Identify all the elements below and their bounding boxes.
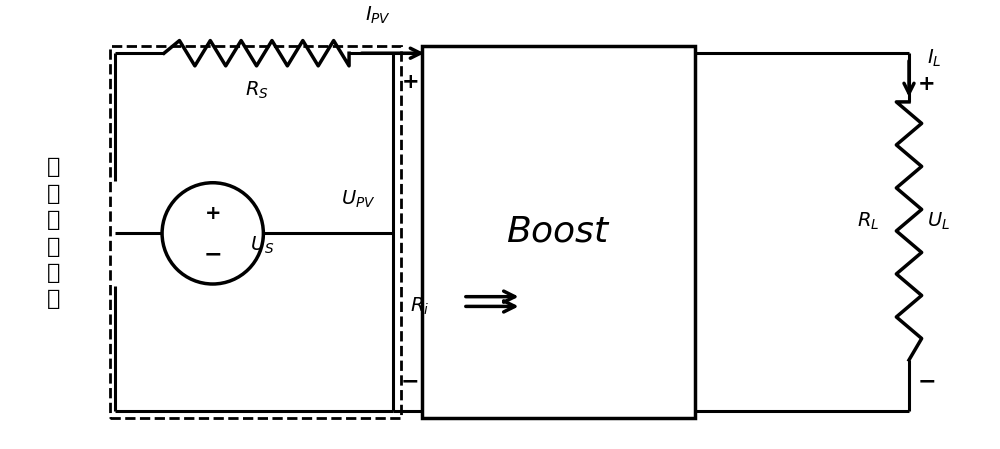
Text: $R_i$: $R_i$: [410, 296, 430, 317]
Text: −: −: [203, 245, 222, 265]
Text: $U_L$: $U_L$: [927, 211, 950, 232]
Text: $I_{PV}$: $I_{PV}$: [365, 4, 391, 26]
Text: −: −: [917, 371, 936, 392]
Text: $U_S$: $U_S$: [250, 234, 274, 256]
Text: −: −: [401, 371, 420, 392]
Text: $R_L$: $R_L$: [857, 211, 880, 232]
Text: $I_L$: $I_L$: [927, 48, 941, 69]
Text: +: +: [204, 204, 221, 224]
Text: $R_S$: $R_S$: [245, 79, 268, 101]
Text: +: +: [918, 75, 935, 94]
Text: 光
伏
组
件
模
型: 光 伏 组 件 模 型: [47, 157, 61, 309]
Text: +: +: [402, 72, 419, 92]
Text: $\it{Boost}$: $\it{Boost}$: [506, 215, 611, 249]
Text: $U_{PV}$: $U_{PV}$: [341, 189, 375, 210]
